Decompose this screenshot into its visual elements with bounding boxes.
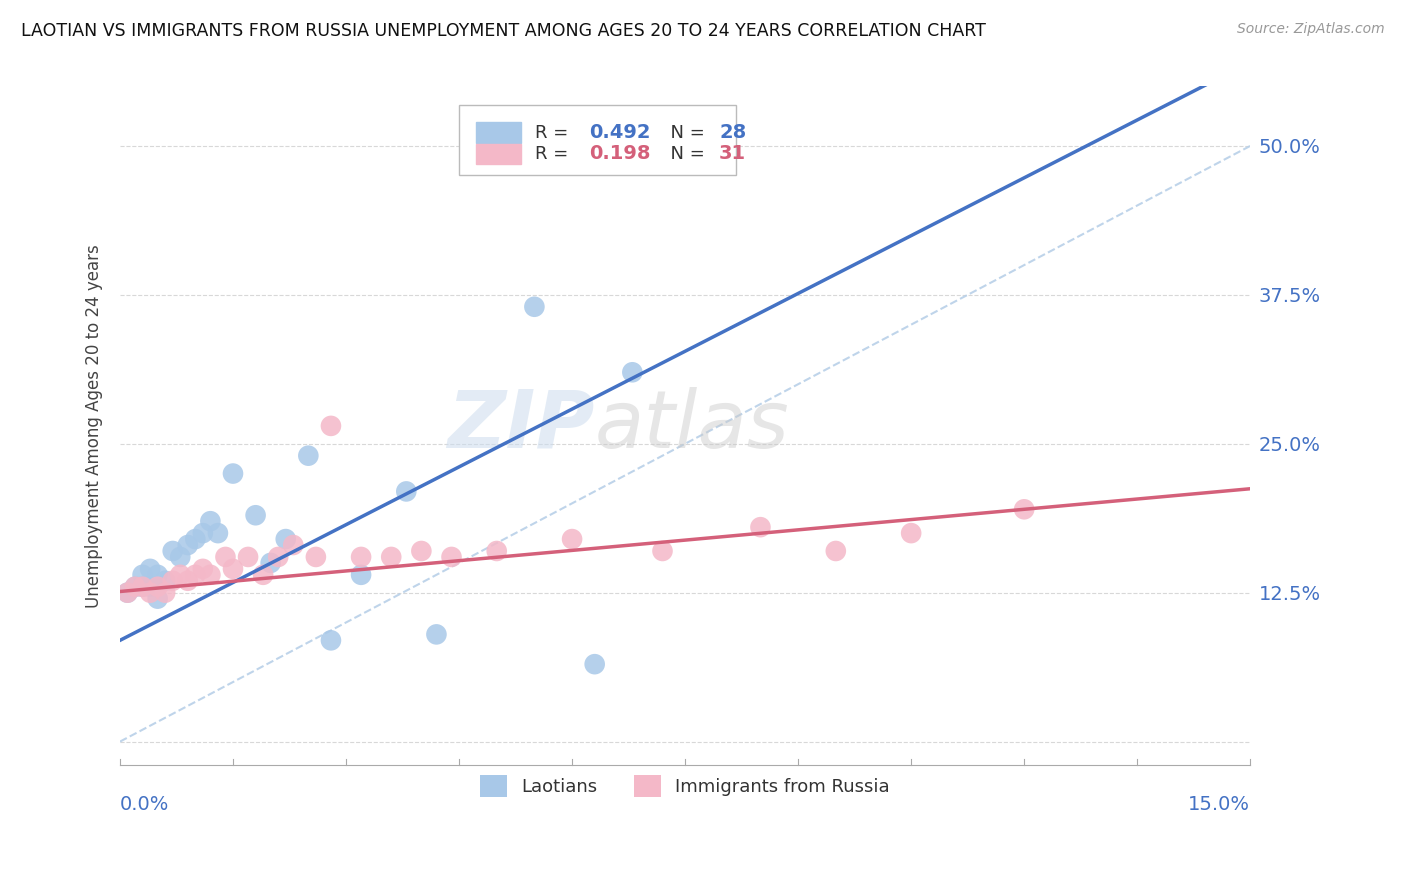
Point	[184, 532, 207, 546]
Point	[177, 574, 200, 588]
Point	[824, 544, 846, 558]
Point	[146, 591, 169, 606]
Point	[200, 567, 222, 582]
Point	[380, 549, 402, 564]
Point	[162, 574, 184, 588]
Point	[350, 549, 373, 564]
Y-axis label: Unemployment Among Ages 20 to 24 years: Unemployment Among Ages 20 to 24 years	[86, 244, 103, 607]
Point	[153, 574, 176, 588]
Text: R =: R =	[534, 145, 579, 162]
Text: 15.0%: 15.0%	[1188, 796, 1250, 814]
Point	[252, 567, 274, 582]
Text: Source: ZipAtlas.com: Source: ZipAtlas.com	[1237, 22, 1385, 37]
Point	[207, 526, 229, 541]
Point	[651, 544, 673, 558]
Point	[274, 532, 297, 546]
Point	[236, 549, 259, 564]
Point	[283, 538, 305, 552]
Point	[245, 508, 267, 523]
Point	[297, 449, 319, 463]
Text: N =: N =	[659, 145, 717, 162]
Point	[131, 580, 153, 594]
Point	[162, 544, 184, 558]
Point	[124, 580, 146, 594]
Text: 28: 28	[718, 123, 747, 142]
Point	[146, 567, 169, 582]
Point	[222, 467, 245, 481]
Point	[900, 526, 922, 541]
Point	[169, 567, 191, 582]
Point	[395, 484, 418, 499]
Text: 0.492: 0.492	[589, 123, 651, 142]
Point	[139, 562, 162, 576]
Text: 0.0%: 0.0%	[120, 796, 169, 814]
Point	[191, 562, 214, 576]
Point	[131, 567, 153, 582]
Point	[523, 300, 546, 314]
Text: 31: 31	[718, 145, 747, 163]
Text: N =: N =	[659, 123, 717, 142]
Point	[131, 580, 153, 594]
Text: 0.198: 0.198	[589, 145, 651, 163]
Point	[621, 365, 644, 379]
Point	[305, 549, 328, 564]
Point	[319, 418, 342, 433]
Point	[222, 562, 245, 576]
Point	[146, 580, 169, 594]
Point	[177, 538, 200, 552]
Point	[350, 567, 373, 582]
Point	[425, 627, 447, 641]
Point	[153, 585, 176, 599]
Point	[561, 532, 583, 546]
Point	[319, 633, 342, 648]
Text: ZIP: ZIP	[447, 387, 595, 465]
Point	[124, 580, 146, 594]
Point	[749, 520, 772, 534]
Point	[260, 556, 283, 570]
Point	[583, 657, 606, 672]
Text: atlas: atlas	[595, 387, 789, 465]
Point	[184, 567, 207, 582]
Text: R =: R =	[534, 123, 579, 142]
Point	[139, 585, 162, 599]
Point	[169, 549, 191, 564]
Point	[267, 549, 290, 564]
FancyBboxPatch shape	[477, 122, 522, 143]
Point	[1012, 502, 1035, 516]
Point	[200, 514, 222, 528]
Point	[485, 544, 508, 558]
Point	[139, 580, 162, 594]
Point	[440, 549, 463, 564]
Point	[117, 585, 139, 599]
Point	[191, 526, 214, 541]
Point	[214, 549, 236, 564]
Text: LAOTIAN VS IMMIGRANTS FROM RUSSIA UNEMPLOYMENT AMONG AGES 20 TO 24 YEARS CORRELA: LAOTIAN VS IMMIGRANTS FROM RUSSIA UNEMPL…	[21, 22, 986, 40]
Legend: Laotians, Immigrants from Russia: Laotians, Immigrants from Russia	[472, 767, 897, 804]
Point	[117, 585, 139, 599]
FancyBboxPatch shape	[477, 144, 522, 164]
Point	[411, 544, 433, 558]
FancyBboxPatch shape	[458, 105, 735, 175]
